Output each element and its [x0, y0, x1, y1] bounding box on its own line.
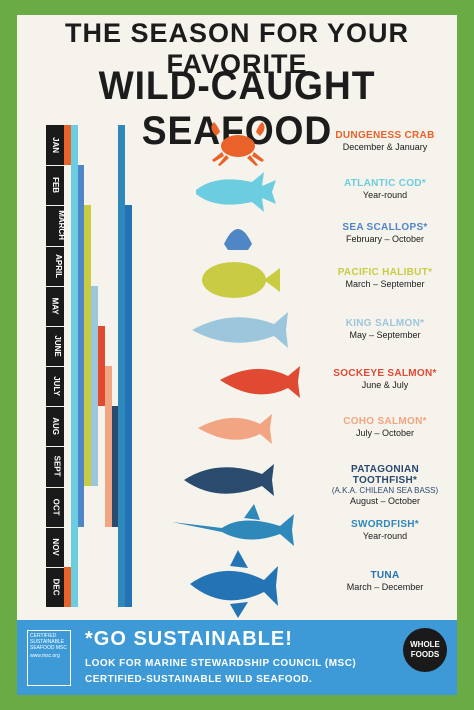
- season-bar: [98, 325, 105, 407]
- species-item: TUNA March – December: [318, 570, 452, 592]
- msc-badge-url: www.msc.org: [30, 653, 60, 659]
- season-bar: [118, 125, 126, 607]
- species-season: Year-round: [362, 531, 408, 541]
- species-name: SEA SCALLOPS*: [342, 222, 428, 233]
- month-label: APRIL: [54, 253, 64, 278]
- sockeye-salmon-icon: [220, 366, 300, 398]
- toothfish-icon: [184, 464, 274, 496]
- month-divider: [46, 165, 64, 167]
- month-divider: [46, 285, 64, 287]
- species-season: Year-round: [362, 190, 408, 200]
- species-item: SWORDFISH* Year-round: [318, 519, 452, 541]
- brand-name: WHOLE FOODS: [410, 640, 440, 659]
- month-divider: [46, 205, 64, 207]
- swordfish-icon: [172, 504, 294, 546]
- species-season: July – October: [355, 428, 415, 438]
- species-item: PACIFIC HALIBUT* March – September: [318, 267, 452, 289]
- season-bar: [111, 406, 119, 527]
- footer-line-2: CERTIFIED-SUSTAINABLE WILD SEAFOOD.: [85, 674, 313, 685]
- month-divider: [46, 366, 64, 367]
- species-season: March – December: [346, 582, 424, 592]
- species-item: PATAGONIAN TOOTHFISH* (A.K.A. CHILEAN SEA…: [318, 464, 452, 506]
- scallop-icon: [224, 229, 252, 250]
- month-label: FEB: [51, 177, 61, 194]
- species-name: PACIFIC HALIBUT*: [337, 267, 433, 278]
- month-divider: [46, 325, 64, 327]
- season-bar: [91, 285, 98, 487]
- species-name: KING SALMON*: [345, 318, 425, 329]
- month-axis: JAN FEB MARCH APRIL MAY JUNE JULY AUG SEPT OCT NOV…: [46, 125, 66, 607]
- footer-headline: *GO SUSTAINABLE!: [85, 628, 293, 650]
- season-bar: [77, 165, 85, 527]
- month-divider: [46, 526, 64, 528]
- species-item: COHO SALMON* July – October: [318, 416, 452, 438]
- halibut-icon: [202, 262, 280, 298]
- coho-salmon-icon: [198, 414, 272, 444]
- month-label: AUG: [51, 417, 61, 436]
- month-divider: [46, 486, 64, 488]
- cod-icon: [196, 172, 276, 212]
- footer-line-1: LOOK FOR MARINE STEWARDSHIP COUNCIL (MSC…: [85, 658, 357, 669]
- month-divider: [46, 406, 64, 408]
- msc-badge: CERTIFIED SUSTAINABLE SEAFOOD MSC www.ms…: [27, 630, 71, 686]
- season-bar: [104, 366, 112, 527]
- species-name: COHO SALMON*: [343, 416, 427, 427]
- month-label: JULY: [51, 376, 61, 396]
- species-name: SWORDFISH*: [351, 519, 419, 530]
- footer-banner: CERTIFIED SUSTAINABLE SEAFOOD MSC www.ms…: [17, 620, 457, 695]
- species-item: KING SALMON* May – September: [318, 318, 452, 340]
- species-season: December & January: [342, 142, 428, 152]
- month-divider: [46, 566, 64, 568]
- season-bar: [70, 125, 78, 607]
- month-divider: [46, 446, 64, 448]
- tuna-icon: [190, 550, 278, 618]
- species-season: February – October: [345, 234, 425, 244]
- month-label: MARCH: [56, 210, 66, 241]
- month-label: NOV: [51, 538, 61, 556]
- month-label: OCT: [51, 498, 61, 516]
- species-name: ATLANTIC COD*: [343, 178, 427, 189]
- species-name: DUNGENESS CRAB: [335, 130, 435, 141]
- species-subtitle: (A.K.A. CHILEAN SEA BASS): [331, 486, 439, 495]
- season-bar: [84, 205, 92, 487]
- month-label: MAY: [51, 297, 61, 315]
- species-name: TUNA: [370, 570, 400, 581]
- species-season: August – October: [349, 496, 421, 506]
- seafood-illustrations: [172, 122, 300, 618]
- species-name: SOCKEYE SALMON*: [333, 368, 437, 379]
- species-season: May – September: [349, 330, 421, 340]
- king-salmon-icon: [192, 312, 288, 348]
- species-name: PATAGONIAN TOOTHFISH*: [351, 464, 419, 486]
- month-label: DEC: [51, 578, 61, 596]
- species-item: SEA SCALLOPS* February – October: [318, 222, 452, 244]
- species-item: ATLANTIC COD* Year-round: [318, 178, 452, 200]
- msc-badge-text: CERTIFIED SUSTAINABLE SEAFOOD MSC: [30, 633, 67, 651]
- species-season: June & July: [361, 380, 409, 390]
- species-item: DUNGENESS CRAB December & January: [318, 130, 452, 152]
- month-label: JAN: [51, 137, 61, 154]
- month-label: JUNE: [52, 335, 62, 357]
- crab-icon: [211, 122, 265, 166]
- species-item: SOCKEYE SALMON* June & July: [318, 368, 452, 390]
- season-bar: [125, 205, 132, 607]
- month-label: SEPT: [52, 455, 62, 477]
- species-season: March – September: [345, 279, 425, 289]
- title-line-1: THE SEASON FOR YOUR FAVORITE: [64, 18, 410, 79]
- month-divider: [46, 245, 64, 247]
- brand-logo: WHOLE FOODS: [403, 628, 447, 672]
- season-bar: [64, 566, 71, 607]
- season-bar: [64, 125, 71, 166]
